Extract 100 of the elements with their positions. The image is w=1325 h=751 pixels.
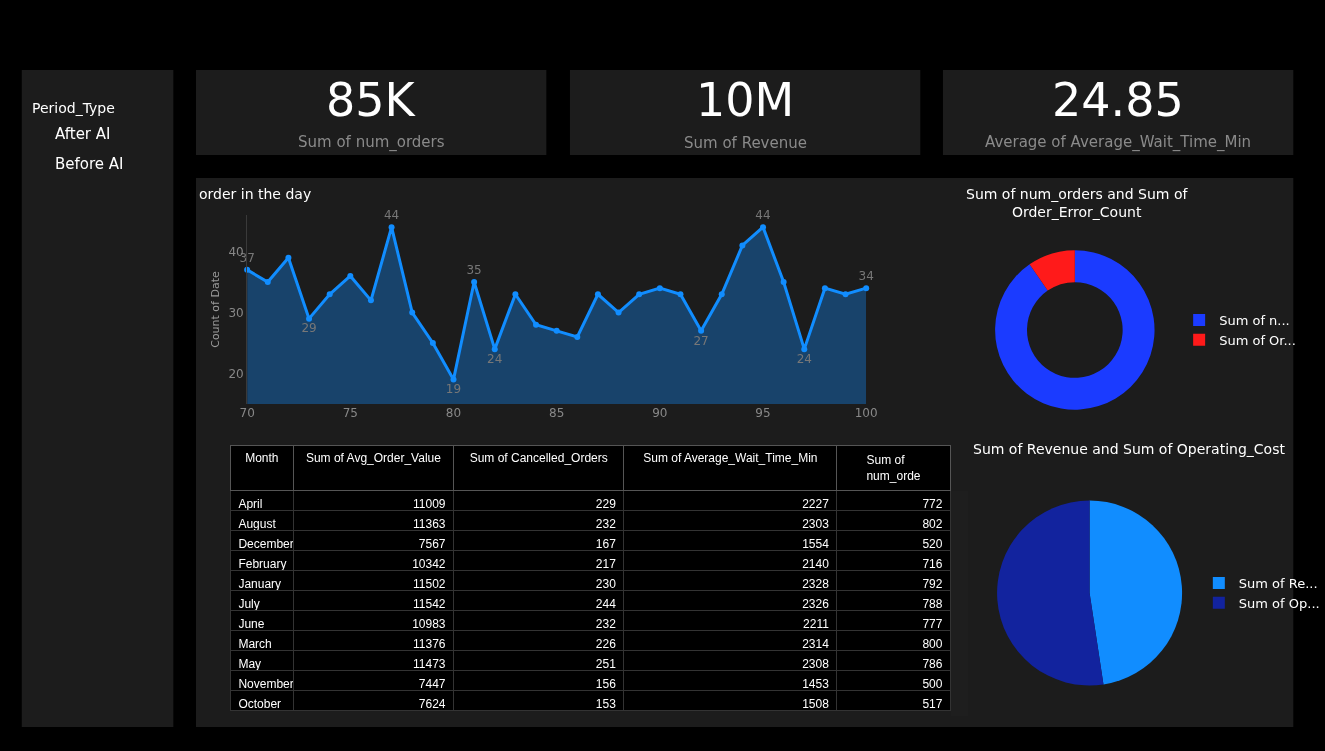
data-label: 1453 [802, 676, 830, 691]
point [780, 279, 787, 286]
data-label: 7624 [418, 696, 446, 711]
point [553, 327, 560, 334]
legend-label: Sum of Op... [1238, 595, 1320, 611]
point [409, 309, 416, 316]
category-label: July [238, 596, 260, 611]
data-label: 1508 [802, 696, 830, 711]
data-label: 27 [693, 333, 709, 348]
point [677, 291, 684, 298]
category-label: March [238, 636, 272, 651]
data-label: 520 [922, 536, 943, 551]
point [388, 224, 395, 231]
data-label: 2326 [802, 596, 830, 611]
data-label: 11542 [413, 596, 446, 611]
data-label: 11376 [413, 636, 446, 651]
chart-title: Sum of num_orders and Sum of Order_Error_Count [966, 186, 1189, 221]
data-label: 11502 [413, 576, 446, 591]
x-tick-label: 90 [652, 406, 668, 420]
point [367, 297, 374, 304]
data-label: 772 [922, 496, 943, 511]
text: 85K [326, 73, 417, 127]
data-label: 2328 [802, 576, 830, 591]
point [347, 272, 354, 279]
point [801, 346, 808, 353]
category-label: May [238, 656, 262, 671]
data-label: 29 [301, 321, 317, 336]
data-label: 230 [595, 576, 617, 591]
category-label: January [238, 576, 282, 591]
data-label: 786 [922, 656, 943, 671]
text: Sum of Average_Wait_Time_Min [643, 451, 818, 465]
data-label: 156 [595, 676, 617, 691]
data-label: 792 [922, 576, 943, 591]
point [739, 242, 746, 249]
data-label: 800 [922, 636, 943, 651]
data-label: 167 [595, 536, 617, 551]
point [326, 291, 333, 298]
data-label: 2303 [802, 516, 830, 531]
category-label: December [238, 536, 294, 551]
text: Sum of num_orders [298, 133, 445, 152]
data-label: 44 [755, 208, 771, 223]
x-tick-label: 70 [239, 406, 255, 420]
data-label: 11473 [413, 656, 446, 671]
category-label: April [238, 496, 263, 511]
data-label: 153 [595, 696, 617, 711]
pie-slice [1089, 500, 1182, 685]
point [863, 285, 870, 292]
data-label: 2227 [802, 496, 830, 511]
point [533, 321, 540, 328]
data-label: 251 [595, 656, 617, 671]
point [471, 279, 478, 286]
point [429, 340, 436, 347]
text: Month [245, 451, 279, 465]
point [718, 291, 725, 298]
point [760, 224, 767, 231]
data-label: 500 [922, 676, 943, 691]
legend-label: Sum of Or... [1219, 332, 1296, 348]
text: 10M [696, 73, 795, 127]
y-tick-label: 20 [228, 366, 244, 381]
data-label: 802 [922, 516, 943, 531]
point [656, 285, 663, 292]
category-label: Before AI [55, 155, 124, 173]
data-label: 19 [445, 382, 462, 397]
point [306, 315, 313, 322]
x-tick-label: 75 [342, 406, 358, 420]
point [698, 327, 705, 334]
category-label: October [238, 696, 282, 711]
x-tick-label: 95 [755, 406, 771, 420]
y-tick-label: 30 [228, 305, 244, 320]
text: 24.85 [1052, 73, 1184, 127]
point [636, 291, 643, 298]
data-label: 11363 [413, 516, 446, 531]
data-label: 24 [796, 351, 812, 366]
data-label: 244 [595, 596, 617, 611]
data-label: 517 [922, 696, 943, 711]
point [450, 376, 457, 383]
category-label: After AI [55, 125, 111, 143]
category-label: February [238, 556, 287, 571]
point [574, 333, 581, 340]
data-label: 232 [595, 616, 617, 631]
data-label: 44 [383, 208, 400, 223]
point [821, 285, 828, 292]
data-label: 2314 [802, 636, 830, 651]
category-label: June [238, 616, 265, 631]
data-label: 788 [922, 596, 943, 611]
point [842, 291, 849, 298]
data-label: 716 [922, 556, 943, 571]
data-label: 2211 [803, 616, 830, 631]
data-label: 1554 [802, 536, 830, 551]
text: Sum of Cancelled_Orders [469, 451, 608, 465]
legend-label: Sum of n... [1219, 313, 1290, 329]
data-label: 2308 [802, 656, 830, 671]
text: Sum of Avg_Order_Value [305, 451, 442, 465]
x-tick-label: 100 [854, 406, 878, 420]
point [615, 309, 622, 316]
point [285, 254, 292, 261]
text: Average of Average_Wait_Time_Min [985, 133, 1252, 152]
category-label: August [238, 516, 277, 531]
pie-slice [997, 500, 1104, 686]
category-label: November [238, 676, 294, 691]
